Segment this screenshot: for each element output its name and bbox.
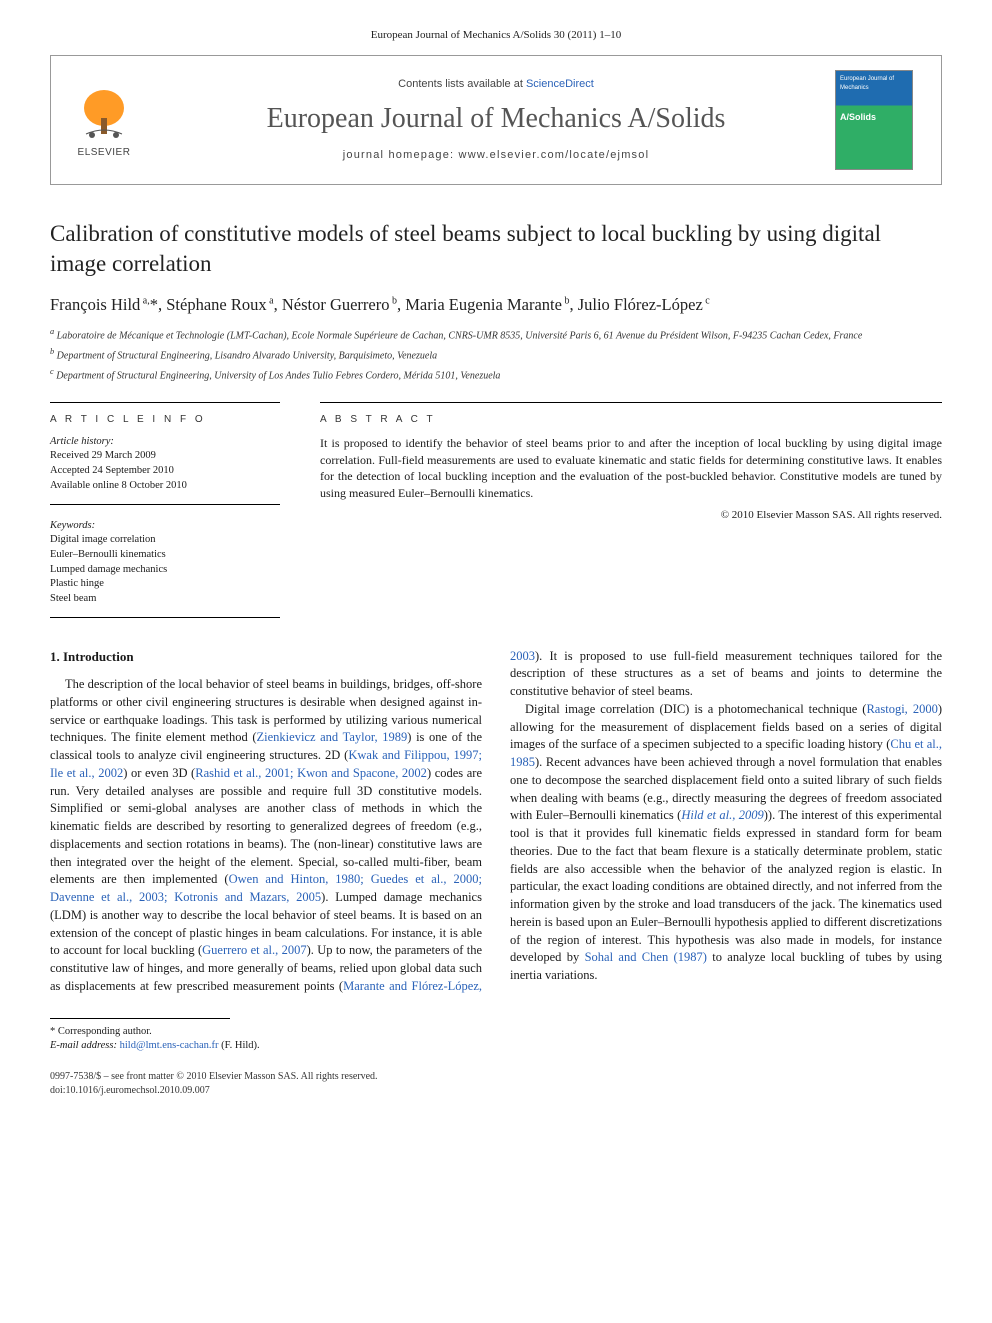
info-abstract-row: A R T I C L E I N F O Article history: R… — [50, 402, 942, 618]
affil-text: Laboratoire de Mécanique et Technologie … — [57, 331, 863, 342]
article-info-column: A R T I C L E I N F O Article history: R… — [50, 402, 280, 618]
email-note: E-mail address: hild@lmt.ens-cachan.fr (… — [50, 1039, 942, 1054]
journal-cover-thumb: European Journal of Mechanics A/Solids — [835, 70, 913, 170]
body-two-column: 1. Introduction The description of the l… — [50, 648, 942, 996]
affil-text: Department of Structural Engineering, Li… — [57, 350, 437, 361]
body-text: Digital image correlation (DIC) is a pho… — [525, 702, 866, 716]
affil-text: Department of Structural Engineering, Un… — [56, 370, 500, 381]
doi-line: doi:10.1016/j.euromechsol.2010.09.007 — [50, 1084, 942, 1098]
affiliation-b: b Department of Structural Engineering, … — [50, 346, 942, 364]
keyword: Digital image correlation — [50, 533, 280, 548]
keyword: Steel beam — [50, 592, 280, 607]
history-label: Article history: — [50, 435, 280, 450]
abstract-column: A B S T R A C T It is proposed to identi… — [320, 402, 942, 618]
affiliation-c: c Department of Structural Engineering, … — [50, 366, 942, 384]
doi-block: 0997-7538/$ – see front matter © 2010 El… — [50, 1070, 942, 1098]
contents-available: Contents lists available at ScienceDirec… — [169, 77, 823, 92]
publisher-name: ELSEVIER — [78, 146, 131, 160]
article-info-heading: A R T I C L E I N F O — [50, 413, 280, 427]
keyword: Lumped damage mechanics — [50, 563, 280, 578]
email-label: E-mail address: — [50, 1040, 120, 1051]
header-center: Contents lists available at ScienceDirec… — [169, 77, 823, 163]
keywords-block: Keywords: Digital image correlation Eule… — [50, 519, 280, 618]
homepage-prefix: journal homepage: — [343, 149, 459, 161]
keyword: Euler–Bernoulli kinematics — [50, 548, 280, 563]
cover-mid-text: A/Solids — [840, 111, 908, 124]
body-text: ) or even 3D ( — [123, 766, 195, 780]
citation[interactable]: Zienkievicz and Taylor, 1989 — [257, 730, 408, 744]
citation[interactable]: Rashid et al., 2001; Kwon and Spacone, 2… — [195, 766, 427, 780]
journal-name: European Journal of Mechanics A/Solids — [169, 99, 823, 138]
front-matter-line: 0997-7538/$ – see front matter © 2010 El… — [50, 1070, 942, 1084]
citation[interactable]: Guerrero et al., 2007 — [202, 943, 306, 957]
abstract-text: It is proposed to identify the behavior … — [320, 435, 942, 502]
citation[interactable]: Sohal and Chen (1987) — [585, 950, 707, 964]
elsevier-logo: ELSEVIER — [67, 80, 141, 160]
body-text: ) codes are run. Very detailed analyses … — [50, 766, 482, 887]
journal-header: ELSEVIER Contents lists available at Sci… — [50, 55, 942, 185]
history-online: Available online 8 October 2010 — [50, 479, 280, 494]
article-title: Calibration of constitutive models of st… — [50, 219, 942, 279]
contents-prefix: Contents lists available at — [398, 78, 526, 90]
homepage-url: www.elsevier.com/locate/ejmsol — [459, 149, 650, 161]
keyword: Plastic hinge — [50, 577, 280, 592]
abstract-heading: A B S T R A C T — [320, 413, 942, 427]
author-email-link[interactable]: hild@lmt.ens-cachan.fr — [120, 1040, 219, 1051]
history-accepted: Accepted 24 September 2010 — [50, 464, 280, 479]
citation[interactable]: Hild et al., 2009 — [681, 808, 763, 822]
journal-reference: European Journal of Mechanics A/Solids 3… — [50, 28, 942, 43]
footnote-separator — [50, 1018, 230, 1019]
body-text: ). It is proposed to use full-field meas… — [510, 649, 942, 699]
affiliation-a: a Laboratoire de Mécanique et Technologi… — [50, 326, 942, 344]
citation[interactable]: Rastogi, 2000 — [866, 702, 937, 716]
corresponding-author-note: * Corresponding author. — [50, 1025, 942, 1040]
cover-top-text: European Journal of Mechanics — [840, 75, 908, 92]
abstract-copyright: © 2010 Elsevier Masson SAS. All rights r… — [320, 508, 942, 523]
section-1-heading: 1. Introduction — [50, 648, 482, 666]
article-history: Article history: Received 29 March 2009 … — [50, 435, 280, 505]
body-text: )). The interest of this experimental to… — [510, 808, 942, 964]
authors-line: François Hild a,*, Stéphane Roux a, Nést… — [50, 293, 942, 316]
journal-homepage: journal homepage: www.elsevier.com/locat… — [169, 148, 823, 163]
affiliations: a Laboratoire de Mécanique et Technologi… — [50, 326, 942, 383]
body-text: ). Up to now, the — [307, 943, 395, 957]
email-who: (F. Hild). — [219, 1040, 260, 1051]
paragraph-2: Digital image correlation (DIC) is a pho… — [510, 701, 942, 985]
keywords-label: Keywords: — [50, 519, 280, 534]
sciencedirect-link[interactable]: ScienceDirect — [526, 78, 594, 90]
history-received: Received 29 March 2009 — [50, 449, 280, 464]
elsevier-tree-icon — [74, 86, 134, 146]
